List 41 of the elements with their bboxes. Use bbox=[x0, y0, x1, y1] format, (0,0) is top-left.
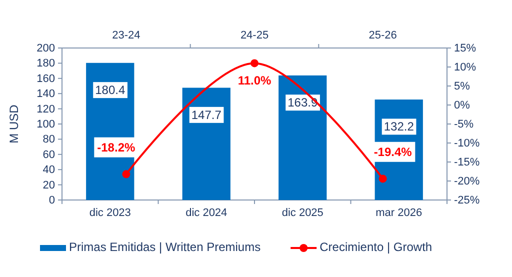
data-label: 180.4 bbox=[95, 83, 126, 98]
point bbox=[122, 170, 130, 178]
x-tick-label: 23-24 bbox=[112, 29, 140, 42]
y-tick-label: -15% bbox=[454, 156, 480, 169]
y-tick-label: 80 bbox=[42, 134, 55, 146]
x-tick-label: dic 2023 bbox=[89, 207, 131, 220]
y-tick-label: -25% bbox=[454, 194, 480, 207]
y-tick-label: -20% bbox=[454, 176, 480, 188]
y-tick-label: 60 bbox=[42, 148, 55, 161]
y-tick-label: 20 bbox=[42, 179, 55, 192]
bar bbox=[278, 75, 327, 200]
y-tick-label: 180 bbox=[36, 58, 55, 70]
y-tick-label: 15% bbox=[454, 42, 476, 55]
data-label: -19.4% bbox=[374, 144, 412, 159]
y-tick-label: 140 bbox=[36, 88, 55, 100]
point bbox=[378, 174, 387, 183]
x-tick-label: 24-25 bbox=[240, 29, 269, 42]
legend-label: Primas Emitidas | Written Premiums bbox=[69, 240, 261, 254]
y-tick-label: -10% bbox=[454, 138, 480, 150]
data-label: 132.2 bbox=[384, 120, 414, 134]
x-tick-label: dic 2025 bbox=[282, 207, 324, 220]
data-label: 147.7 bbox=[191, 108, 222, 122]
y-tick-label: 5% bbox=[454, 80, 470, 93]
y-tick-label: 0% bbox=[454, 100, 470, 112]
y-tick-label: 200 bbox=[36, 42, 55, 55]
y-tick-label: -5% bbox=[454, 118, 474, 131]
x-tick-label: dic 2024 bbox=[186, 207, 228, 220]
data-label: 11.0% bbox=[238, 73, 272, 88]
data-label: -18.2% bbox=[97, 140, 136, 154]
x-tick-label: 25-26 bbox=[368, 29, 397, 42]
point bbox=[250, 59, 258, 68]
y-tick-label: 160 bbox=[36, 72, 55, 85]
bar bbox=[182, 88, 230, 200]
y-tick-label: 10% bbox=[454, 62, 476, 74]
x-tick-label: mar 2026 bbox=[376, 207, 422, 220]
y-axis-title: M USD bbox=[7, 104, 21, 144]
y-tick-label: 120 bbox=[36, 103, 55, 116]
y-tick-label: 40 bbox=[42, 164, 55, 176]
legend-label: Crecimiento | Growth bbox=[320, 240, 432, 254]
y-tick-label: 100 bbox=[36, 118, 55, 131]
y-tick-label: 0 bbox=[48, 194, 55, 207]
